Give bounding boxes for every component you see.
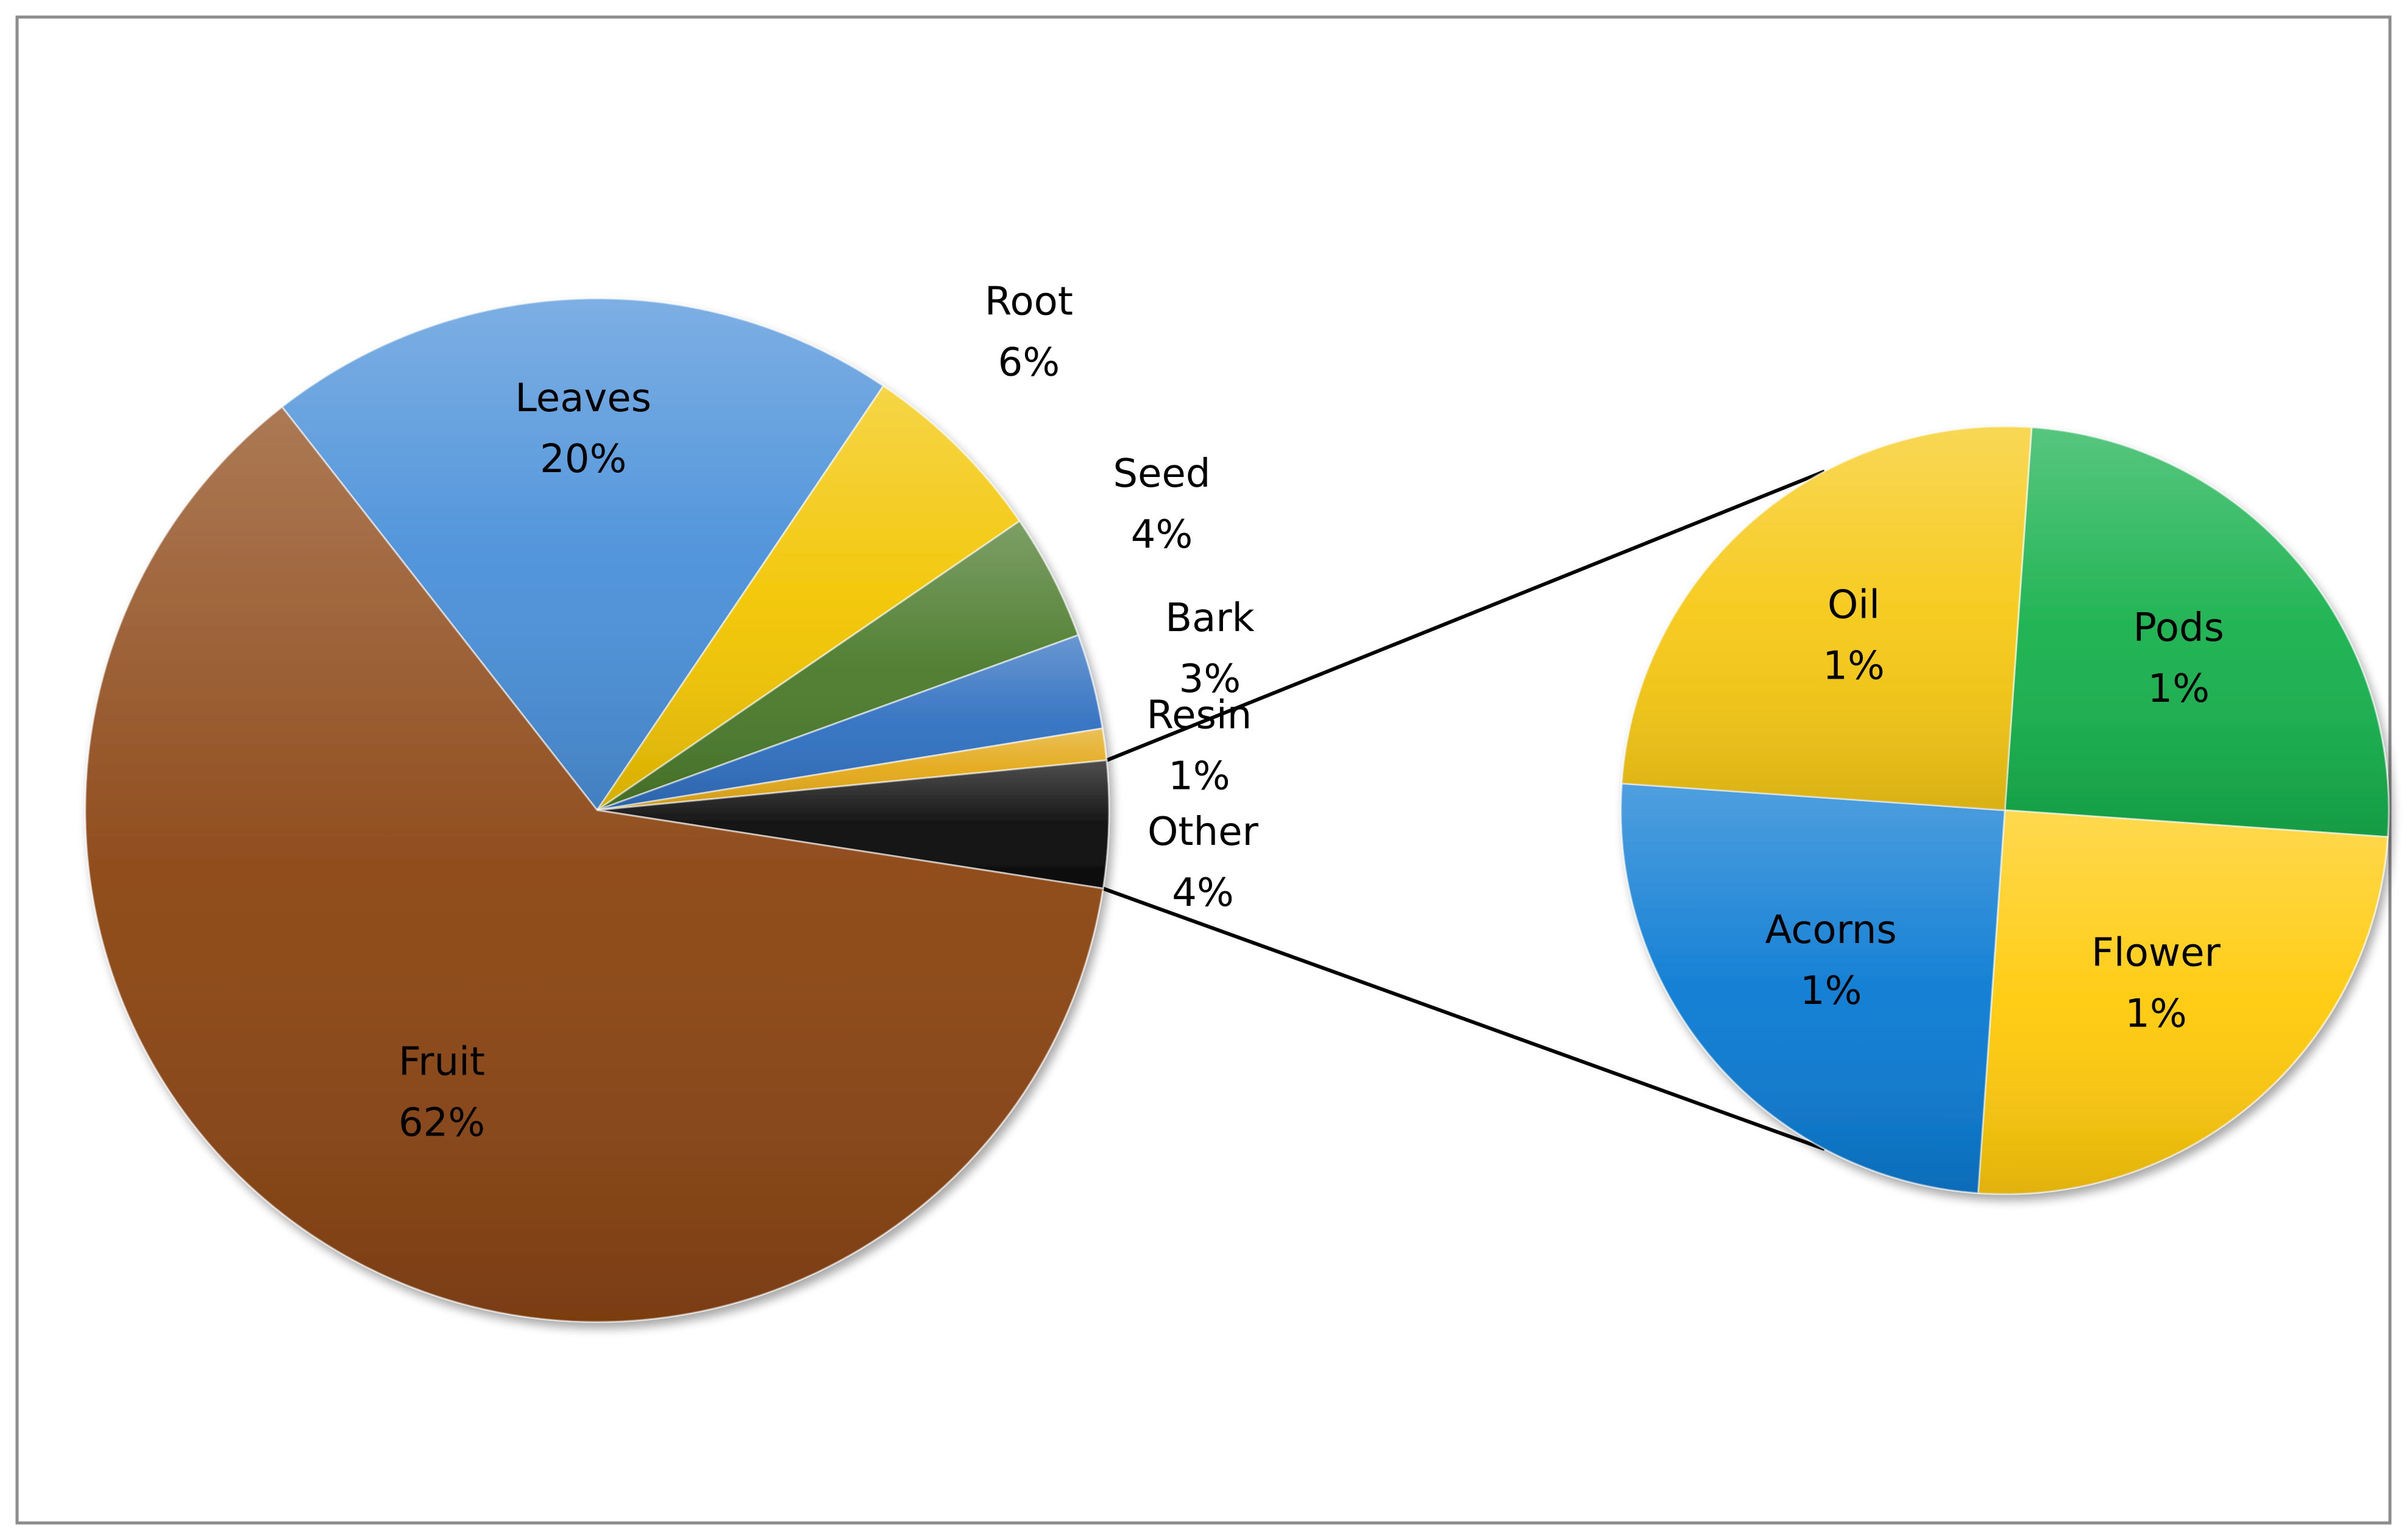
main-pie-label-fruit: Fruit 62%	[399, 1040, 485, 1146]
secondary-pie-slice-flower-gloss	[1978, 810, 2388, 1194]
main-pie-slice-other-gloss	[597, 760, 1110, 889]
secondary-pie-slice-acorns-gloss	[1621, 783, 2005, 1193]
main-pie-label-seed: Seed 4%	[1113, 451, 1211, 557]
main-pie-label-root: Root 6%	[985, 280, 1073, 386]
secondary-pie-label-oil: Oil 1%	[1823, 583, 1885, 689]
main-pie-label-bark: Bark 3%	[1165, 596, 1255, 702]
data-labels: Leaves 20% Root 6% Seed 4% Bark 3%Resin 1% Other 4…	[399, 280, 2224, 1146]
main-pie-label-leaves: Leaves 20%	[515, 376, 651, 482]
connector-line-bottom	[1102, 886, 1826, 1151]
main-pie	[84, 297, 1110, 1323]
connector-line-top	[1105, 469, 1826, 762]
main-pie-slice-bark-gloss	[597, 635, 1103, 810]
secondary-pie-slice-pods-gloss	[2005, 427, 2389, 837]
secondary-pie-slice-oil-gloss	[1622, 426, 2032, 810]
secondary-pie-label-pods: Pods 1%	[2133, 606, 2224, 712]
main-pie-slice-leaves-gloss	[282, 298, 884, 810]
main-pie-label-other: Other 4%	[1147, 810, 1258, 916]
main-pie-slice-resin-gloss	[597, 728, 1107, 810]
pie-connector-lines	[1102, 469, 1826, 1151]
main-pie-slice-seed-gloss	[597, 521, 1079, 810]
secondary-pie-label-acorns: Acorns 1%	[1765, 908, 1897, 1014]
secondary-pie	[1620, 425, 2390, 1195]
main-pie-label-resin: Resin 1%	[1147, 693, 1252, 799]
main-pie-slice-fruit-gloss	[85, 407, 1104, 1322]
main-pie-slice-root-gloss	[597, 386, 1020, 810]
secondary-pie-label-flower: Flower 1%	[2091, 930, 2221, 1036]
